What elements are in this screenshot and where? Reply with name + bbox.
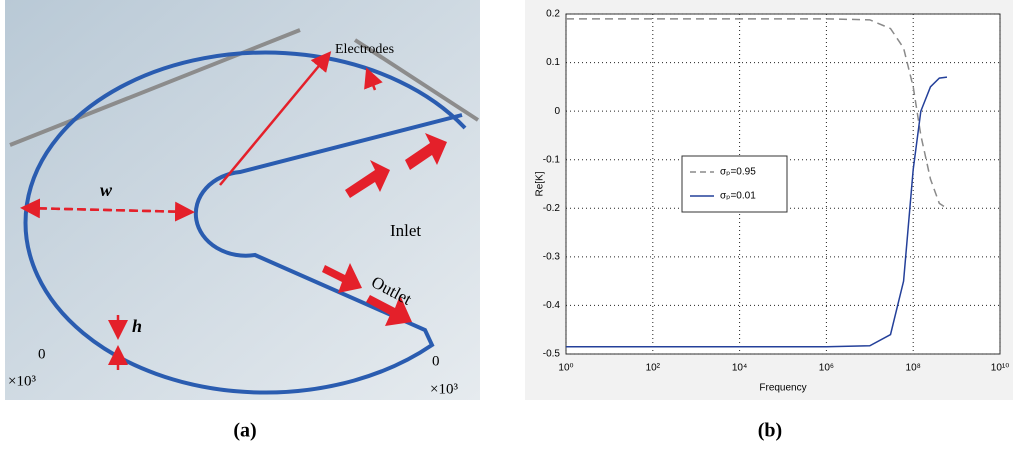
panel-background (5, 0, 480, 400)
x-tick-label: 10² (646, 363, 661, 374)
label: Inlet (390, 221, 421, 240)
label: ×10³ (8, 373, 36, 389)
y-tick-label: -0.1 (543, 154, 561, 165)
x-axis-label: Frequency (759, 383, 806, 394)
label: 0 (38, 346, 46, 362)
y-tick-label: -0.3 (543, 251, 561, 262)
y-tick-label: -0.2 (543, 203, 561, 214)
figure: Electrodes w Inlet Outlet h 0 ×10³ 0 ×10… (0, 0, 1016, 446)
y-tick-label: -0.5 (543, 349, 561, 360)
y-tick-label: 0 (554, 106, 560, 117)
legend-label: σₚ=0.95 (720, 167, 756, 178)
label: ×10³ (430, 381, 458, 397)
x-tick-label: 10⁴ (732, 363, 747, 374)
label: w (100, 180, 113, 200)
label: Electrodes (335, 42, 394, 57)
panel-a: Electrodes w Inlet Outlet h 0 ×10³ 0 ×10… (5, 0, 480, 400)
x-tick-label: 10⁸ (906, 363, 921, 374)
label: 0 (432, 353, 440, 369)
y-tick-label: 0.2 (546, 9, 560, 20)
x-tick-label: 10¹⁰ (991, 363, 1009, 374)
caption: (a) (233, 420, 256, 442)
caption: (b) (758, 420, 782, 442)
y-axis-label: Re[K] (535, 171, 546, 196)
x-tick-label: 10⁶ (819, 363, 834, 374)
x-tick-label: 10⁰ (558, 363, 573, 374)
legend-label: σₚ=0.01 (720, 191, 756, 202)
page: Electrodes w Inlet Outlet h 0 ×10³ 0 ×10… (0, 0, 1016, 451)
label: h (132, 316, 142, 336)
y-tick-label: -0.4 (543, 300, 561, 311)
legend-box (682, 156, 787, 212)
y-tick-label: 0.1 (546, 57, 560, 68)
